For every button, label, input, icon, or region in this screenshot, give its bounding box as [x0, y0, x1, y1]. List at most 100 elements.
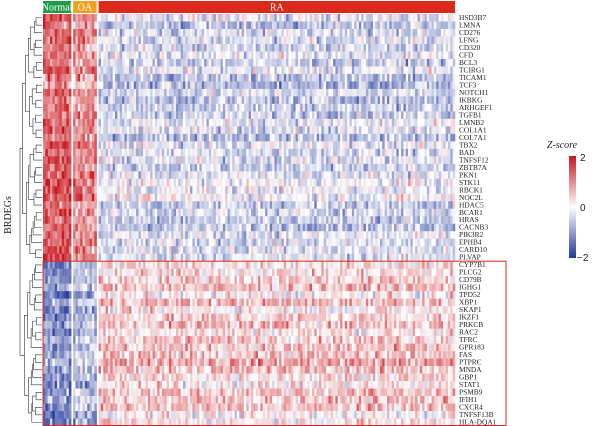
heatmap-cell	[54, 43, 58, 52]
heatmap-cell	[66, 201, 70, 210]
heatmap-cell	[326, 171, 329, 180]
heatmap-cell	[239, 201, 242, 210]
heatmap-cell	[232, 148, 235, 157]
heatmap-cell	[286, 14, 289, 22]
heatmap-cell	[412, 141, 416, 150]
heatmap-cell	[122, 73, 125, 82]
heatmap-cell	[171, 171, 174, 180]
heatmap-cell	[288, 141, 292, 150]
heatmap-cell	[424, 171, 428, 180]
heatmap-cell	[77, 96, 81, 105]
heatmap-cell	[251, 163, 254, 172]
heatmap-cell	[372, 186, 376, 195]
heatmap-cell	[389, 96, 392, 105]
heatmap-cell	[358, 163, 362, 172]
heatmap-cell	[426, 201, 430, 210]
heatmap-cell	[112, 88, 116, 97]
heatmap-cell	[431, 96, 435, 105]
heatmap-cell	[50, 171, 53, 180]
heatmap-cell	[77, 28, 81, 37]
heatmap-cell	[438, 96, 442, 105]
heatmap-cell	[220, 88, 224, 97]
heatmap-cell	[157, 66, 160, 75]
heatmap-cell	[225, 73, 228, 82]
heatmap-cell	[283, 126, 287, 135]
heatmap-cell	[199, 51, 203, 60]
heatmap-cell	[396, 43, 400, 52]
heatmap-cell	[147, 58, 151, 67]
heatmap-cell	[323, 81, 327, 90]
heatmap-cell	[344, 148, 348, 157]
heatmap-cell	[45, 73, 48, 82]
heatmap-cell	[98, 186, 102, 195]
heatmap-cell	[243, 201, 247, 210]
heatmap-cell	[431, 73, 435, 82]
heatmap-cell	[204, 163, 207, 172]
heatmap-cell	[159, 96, 163, 105]
heatmap-cell	[351, 111, 355, 120]
heatmap-cell	[204, 81, 207, 90]
heatmap-cell	[122, 141, 125, 150]
heatmap-cell	[117, 51, 120, 60]
heatmap-cell	[57, 148, 60, 157]
heatmap-cell	[213, 126, 217, 135]
heatmap-cell	[389, 88, 392, 97]
heatmap-cell	[424, 163, 428, 172]
heatmap-cell	[365, 216, 369, 225]
heatmap-cell	[225, 36, 228, 45]
heatmap-cell	[375, 148, 378, 157]
heatmap-cell	[295, 73, 299, 82]
heatmap-cell	[258, 88, 261, 97]
heatmap-cell	[45, 156, 48, 165]
heatmap-cell	[80, 58, 83, 67]
heatmap-cell	[387, 43, 390, 52]
heatmap-cell	[281, 103, 285, 112]
heatmap-cell	[80, 118, 83, 127]
heatmap-cell	[440, 141, 444, 150]
heatmap-cell	[440, 21, 444, 30]
heatmap-cell	[77, 36, 81, 45]
heatmap-cell	[265, 81, 268, 90]
heatmap-cell	[227, 28, 231, 37]
heatmap-cell	[283, 96, 287, 105]
heatmap-cell	[398, 156, 402, 165]
heatmap-cell	[300, 148, 303, 157]
heatmap-cell	[204, 51, 207, 60]
heatmap-cell	[272, 73, 275, 82]
heatmap-cell	[87, 208, 90, 217]
heatmap-cell	[171, 103, 174, 112]
heatmap-cell	[375, 126, 378, 135]
heatmap-cell	[323, 103, 327, 112]
heatmap-cell	[372, 36, 376, 45]
heatmap-cell	[236, 58, 240, 67]
heatmap-cell	[147, 51, 151, 60]
heatmap-cell	[363, 201, 367, 210]
heatmap-cell	[82, 21, 86, 30]
heatmap-cell	[258, 14, 261, 22]
heatmap-cell	[354, 36, 357, 45]
heatmap-cell	[274, 118, 278, 127]
heatmap-cell	[171, 126, 174, 135]
heatmap-cell	[391, 156, 395, 165]
heatmap-cell	[422, 118, 425, 127]
heatmap-cell	[126, 96, 130, 105]
heatmap-cell	[175, 88, 179, 97]
heatmap-cell	[94, 156, 97, 165]
heatmap-cell	[239, 141, 242, 150]
heatmap-cell	[316, 141, 320, 150]
heatmap-cell	[110, 133, 113, 142]
heatmap-cell	[398, 43, 402, 52]
heatmap-cell	[98, 111, 102, 120]
heatmap-cell	[297, 43, 301, 52]
heatmap-cell	[267, 103, 271, 112]
heatmap-cell	[110, 43, 113, 52]
heatmap-cell	[187, 51, 191, 60]
heatmap-cell	[192, 43, 196, 52]
heatmap-cell	[183, 216, 186, 225]
heatmap-cell	[204, 178, 207, 187]
heatmap-cell	[387, 208, 390, 217]
heatmap-cell	[361, 216, 364, 225]
heatmap-cell	[384, 178, 388, 187]
heatmap-cell	[431, 51, 435, 60]
heatmap-cell	[358, 28, 362, 37]
